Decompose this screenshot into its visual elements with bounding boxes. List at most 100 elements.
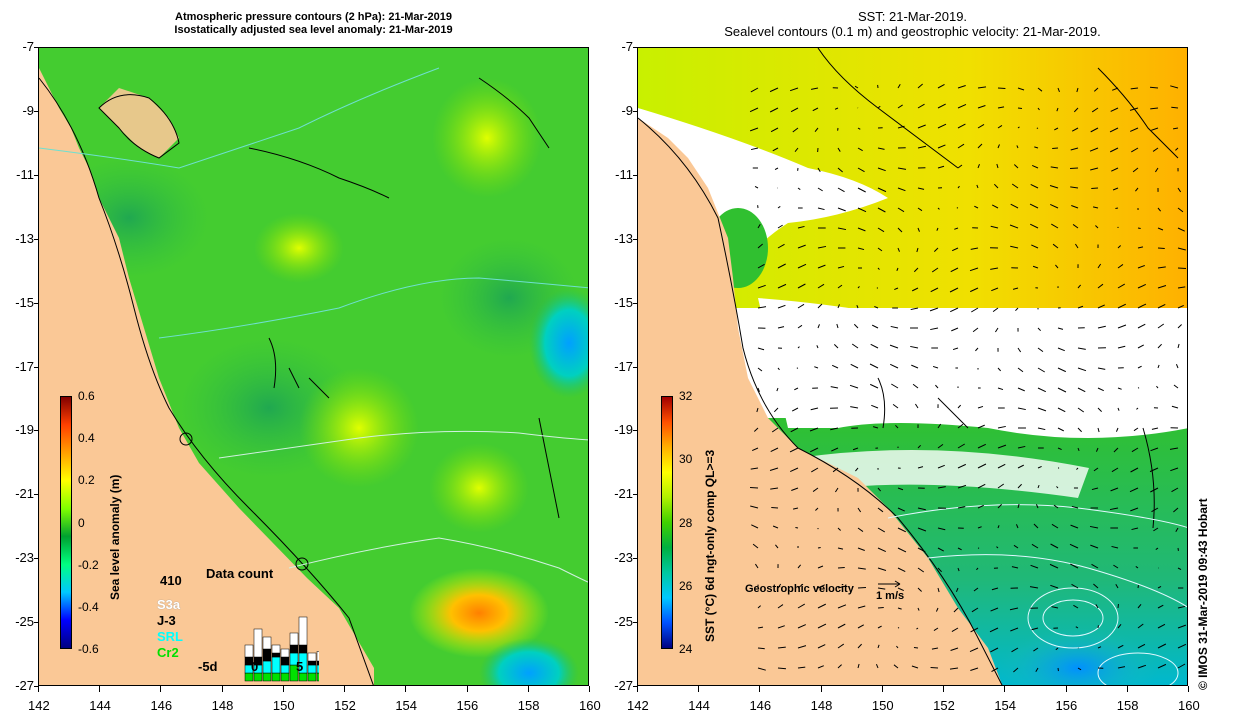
velocity-arrow (1170, 85, 1179, 89)
velocity-arrow (1051, 523, 1059, 529)
velocity-arrow (1093, 467, 1099, 472)
velocity-arrow (790, 107, 799, 113)
velocity-arrow (770, 487, 779, 490)
velocity-arrow (1071, 127, 1079, 132)
velocity-arrow (916, 247, 919, 253)
velocity-arrow (1031, 543, 1039, 549)
velocity-arrow (912, 383, 919, 389)
velocity-arrow (996, 163, 999, 169)
velocity-arrow (1011, 183, 1019, 189)
velocity-arrow (757, 367, 763, 372)
velocity-arrow (1031, 244, 1039, 249)
velocity-arrow (870, 343, 879, 349)
velocity-arrow (1017, 347, 1022, 353)
velocity-arrow (877, 644, 880, 649)
velocity-arrow (977, 526, 982, 529)
right-x-tick-mark (1188, 686, 1189, 692)
velocity-arrow (1090, 167, 1099, 171)
right-y-tick-label: -15 (614, 294, 633, 310)
velocity-arrow (933, 627, 939, 631)
velocity-arrow (1029, 586, 1039, 589)
data-count-bar (280, 664, 290, 674)
velocity-arrow (797, 263, 807, 269)
velocity-arrow (1112, 87, 1119, 91)
data-count-bar (262, 660, 272, 674)
data-count-bar (253, 672, 263, 682)
sst-map (638, 48, 1187, 685)
velocity-arrow (889, 344, 899, 349)
velocity-arrow (837, 284, 843, 289)
velocity-arrow (1117, 303, 1127, 309)
velocity-arrow (1115, 584, 1119, 589)
velocity-arrow (1157, 364, 1160, 369)
velocity-arrow (1175, 527, 1179, 532)
velocity-arrow (917, 187, 925, 190)
velocity-arrow (1112, 187, 1119, 191)
velocity-arrow (817, 623, 827, 629)
velocity-arrow (937, 547, 944, 552)
velocity-arrow (871, 404, 879, 409)
velocity-arrow (992, 307, 999, 313)
velocity-arrow (814, 127, 819, 132)
velocity-arrow (1090, 544, 1099, 549)
data-count-bar (262, 648, 272, 662)
velocity-arrow (951, 627, 959, 632)
velocity-arrow (990, 647, 999, 653)
velocity-arrow (1029, 203, 1039, 209)
velocity-arrow (757, 243, 763, 249)
velocity-arrow (757, 224, 761, 229)
velocity-arrow (1017, 483, 1022, 489)
velocity-arrow (797, 244, 806, 249)
velocity-arrow (1037, 427, 1046, 431)
velocity-arrow (974, 205, 979, 209)
data-count-legend-srl: SRL (157, 629, 183, 644)
left-y-tick-label: -7 (22, 39, 34, 54)
velocity-arrow (817, 324, 820, 329)
data-count-bar (307, 664, 317, 674)
velocity-arrow (1091, 107, 1099, 113)
velocity-arrow (1017, 407, 1026, 411)
data-count-title: Data count (206, 566, 274, 581)
velocity-arrow (831, 447, 839, 452)
velocity-arrow (1157, 266, 1166, 269)
velocity-arrow (1177, 343, 1180, 349)
left-y-tick-label: -13 (15, 230, 34, 246)
velocity-arrow (1010, 203, 1019, 209)
velocity-arrow (1049, 563, 1059, 569)
left-y-tick-mark (34, 302, 39, 304)
velocity-arrow (812, 107, 819, 112)
velocity-arrow (816, 345, 819, 349)
velocity-arrow (997, 144, 1000, 149)
velocity-arrow (997, 504, 1002, 509)
cb-left-tick-label: -0.2 (78, 557, 99, 572)
data-count-legend-j-3: J-3 (157, 613, 176, 628)
velocity-arrow (1017, 503, 1020, 509)
velocity-arrow (814, 366, 819, 369)
velocity-arrow (790, 467, 799, 472)
data-count-bar (298, 644, 308, 654)
left-x-tick-mark (344, 686, 346, 692)
velocity-arrow (1095, 447, 1099, 452)
velocity-arrow (1151, 127, 1159, 131)
velocity-arrow (957, 404, 962, 409)
velocity-arrow (1172, 127, 1179, 130)
velocity-arrow (754, 185, 759, 189)
velocity-arrow (1109, 507, 1119, 511)
velocity-arrow (969, 267, 979, 272)
velocity-arrow (875, 663, 879, 669)
velocity-arrow (1177, 286, 1186, 289)
velocity-arrow (1157, 643, 1167, 649)
velocity-arrow (791, 407, 799, 412)
velocity-arrow (990, 607, 999, 612)
velocity-arrow (877, 507, 884, 513)
velocity-arrow (1095, 225, 1099, 229)
data-count-bar (244, 644, 254, 658)
data-count-legend-cr2: Cr2 (157, 645, 179, 660)
right-title-line2: Sealevel contours (0.1 m) and geostrophi… (724, 24, 1101, 39)
velocity-arrow (930, 327, 939, 331)
velocity-arrow (871, 324, 879, 329)
velocity-arrow (877, 567, 887, 572)
velocity-arrow (957, 423, 964, 429)
velocity-arrow (1035, 667, 1039, 673)
velocity-arrow (1013, 544, 1019, 549)
